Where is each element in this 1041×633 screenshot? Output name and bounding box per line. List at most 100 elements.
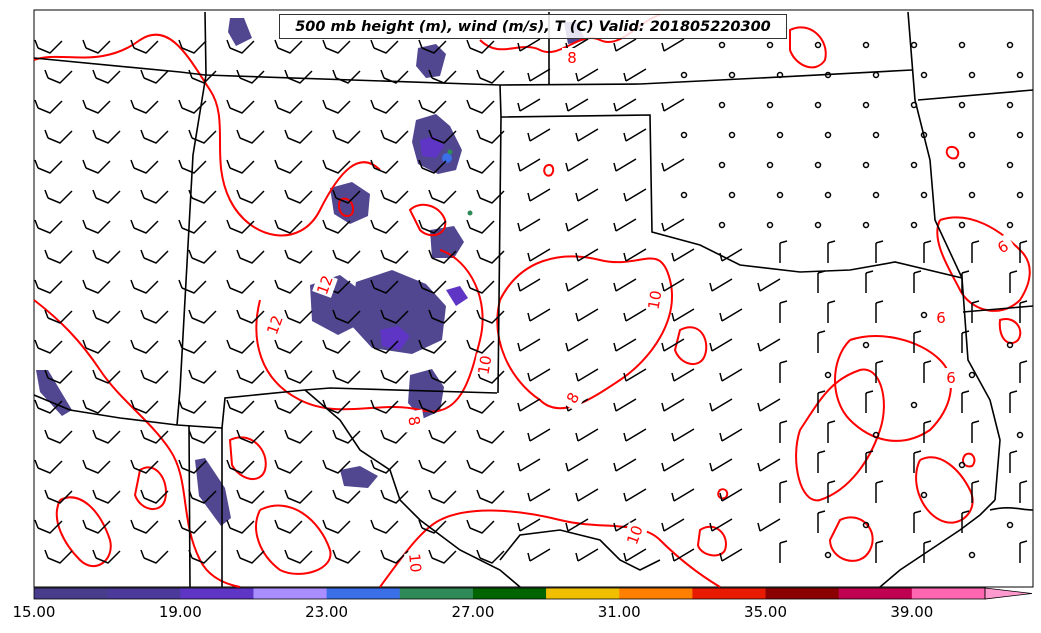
wind-barb — [34, 39, 63, 54]
wind-barb — [875, 240, 884, 263]
wind-barb — [1019, 480, 1028, 503]
wind-barb — [82, 519, 111, 534]
calm-wind-circle — [1006, 521, 1014, 529]
wind-barb — [322, 399, 351, 414]
calm-wind-circle — [1016, 191, 1024, 199]
wind-barb — [236, 489, 265, 504]
wind-barb — [466, 459, 495, 474]
wind-barb — [130, 39, 159, 54]
wind-barb — [1009, 390, 1018, 413]
colorbar-segment — [253, 588, 328, 599]
wind-barb — [623, 488, 647, 502]
wind-barb — [236, 129, 265, 144]
contour-label: 10 — [623, 523, 646, 547]
wind-barb — [913, 330, 922, 353]
wind-barb — [322, 339, 351, 354]
wind-barb — [428, 309, 457, 324]
wind-barbs — [34, 38, 1028, 564]
wind-barb — [380, 249, 409, 264]
wind-barb — [575, 428, 599, 442]
calm-wind-circle — [766, 101, 774, 109]
wind-barb — [466, 399, 495, 414]
wind-barb — [332, 489, 361, 504]
wind-barb — [671, 548, 695, 562]
wind-barb — [517, 338, 541, 352]
wind-barb — [476, 489, 505, 504]
wind-barb — [82, 99, 111, 114]
calm-wind-circle — [814, 221, 822, 229]
wind-barb — [517, 158, 541, 172]
wind-barb — [517, 458, 541, 472]
wind-barb — [284, 189, 313, 204]
wind-barb — [527, 548, 551, 562]
wind-barb — [188, 189, 217, 204]
wind-barb — [466, 219, 495, 234]
wind-barb — [418, 399, 447, 414]
wind-barb — [178, 339, 207, 354]
wind-barb — [779, 360, 788, 383]
wind-barb — [226, 339, 255, 354]
contour-label-bg — [404, 552, 426, 574]
wind-barb — [236, 249, 265, 264]
wind-barb — [418, 159, 447, 174]
wind-barb — [1019, 540, 1028, 563]
wind-barb — [34, 399, 63, 414]
wind-barb — [623, 68, 647, 82]
wind-barb — [140, 309, 169, 324]
wind-barb — [34, 159, 63, 174]
contour-label-bg — [941, 368, 961, 388]
contour-label: 8 — [567, 49, 577, 67]
wind-barb — [476, 189, 505, 204]
wind-barb — [476, 129, 505, 144]
wind-barb — [719, 248, 743, 262]
wind-barb — [418, 279, 447, 294]
wind-barb — [332, 429, 361, 444]
wind-barb — [875, 300, 884, 323]
wind-barb — [332, 189, 361, 204]
colorbar-segment — [326, 588, 401, 599]
calm-wind-circle — [1016, 71, 1024, 79]
wind-barb — [623, 548, 647, 562]
wind-barb — [971, 240, 980, 263]
wind-barb — [226, 219, 255, 234]
wind-barb — [476, 549, 505, 564]
wind-barb — [661, 518, 685, 532]
calm-wind-circle — [862, 101, 870, 109]
contour-label: 10 — [405, 553, 425, 574]
wind-barb — [613, 158, 637, 172]
wind-barb — [82, 399, 111, 414]
wind-barb — [130, 99, 159, 114]
wind-barb — [709, 518, 733, 532]
contour-label-bg — [559, 384, 587, 412]
wind-barb — [44, 129, 73, 144]
wind-barb — [226, 279, 255, 294]
wind-barb — [44, 429, 73, 444]
wind-barb — [923, 360, 932, 383]
wind-barb — [527, 488, 551, 502]
wind-barb — [971, 420, 980, 443]
wind-barb — [565, 218, 589, 232]
wind-barb — [226, 99, 255, 114]
wind-barb — [332, 549, 361, 564]
wind-barb — [322, 159, 351, 174]
wind-barb — [274, 399, 303, 414]
calm-wind-circle — [1006, 341, 1014, 349]
wind-barb — [332, 369, 361, 384]
calm-wind-circle — [968, 371, 976, 379]
wind-barb — [827, 300, 836, 323]
wind-barb — [623, 368, 647, 382]
wind-barb — [226, 399, 255, 414]
calm-wind-circle — [958, 461, 966, 469]
calm-wind-circle — [1006, 101, 1014, 109]
map-frame — [33, 9, 1034, 588]
wind-barb — [623, 128, 647, 142]
colorbar-tick-label: 15.00 — [12, 603, 56, 621]
wind-barb — [274, 219, 303, 234]
colorbar-tick-label: 31.00 — [597, 603, 641, 621]
wind-barb — [380, 69, 409, 84]
wind-barb — [719, 308, 743, 322]
wind-barb — [865, 270, 874, 293]
wind-barb — [178, 279, 207, 294]
wind-barb — [236, 429, 265, 444]
contour-label: 12 — [263, 313, 286, 337]
